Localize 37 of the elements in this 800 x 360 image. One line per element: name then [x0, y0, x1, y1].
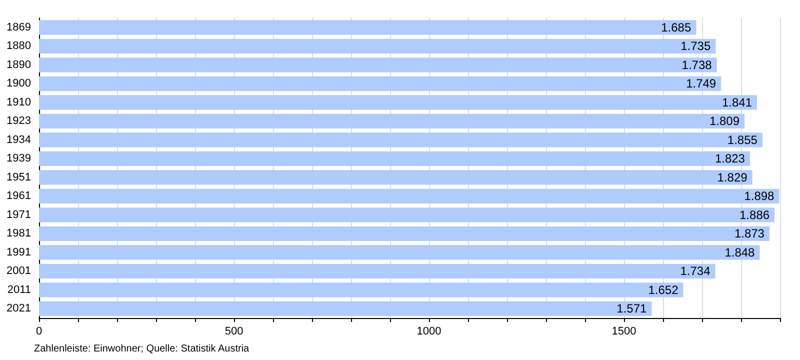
data-label: 1.571 — [616, 302, 648, 316]
y-tick-label: 1934 — [6, 134, 31, 146]
data-label: 1.749 — [686, 76, 716, 91]
data-label: 1.738 — [682, 58, 712, 72]
data-label: 1.652 — [648, 282, 679, 297]
x-tick-label: 1000 — [416, 326, 442, 338]
data-label: 1.841 — [722, 95, 752, 110]
x-tick-label: 500 — [224, 326, 244, 338]
x-tick-label: 0 — [36, 326, 42, 338]
y-tick-label: 2021 — [6, 302, 31, 315]
text: Zahlenleiste: Einwohner; Quelle: Statistik Austria — [34, 344, 250, 354]
y-tick-label: 1910 — [6, 96, 31, 108]
y-tick-label: 1869 — [6, 21, 31, 34]
data-label: 1.848 — [724, 245, 756, 260]
y-tick-label: 2001 — [6, 265, 31, 278]
y-tick-label: 1971 — [6, 208, 31, 221]
y-tick-label: 1880 — [6, 40, 31, 52]
y-tick-label: 1923 — [6, 115, 31, 128]
y-tick-label: 1991 — [6, 246, 31, 258]
data-label: 1.873 — [734, 226, 765, 241]
x-tick-label: 1500 — [612, 326, 636, 338]
data-label: 1.685 — [661, 20, 692, 34]
y-tick-label: 1900 — [6, 78, 31, 90]
data-label: 1.809 — [709, 114, 740, 128]
data-label: 1.735 — [680, 39, 711, 54]
data-label: 1.829 — [717, 170, 748, 184]
y-tick-label: 1951 — [6, 171, 31, 184]
data-label: 1.734 — [680, 264, 711, 278]
data-label: 1.898 — [744, 189, 775, 204]
y-tick-label: 1939 — [6, 152, 31, 165]
y-tick-label: 2011 — [7, 284, 31, 296]
data-label: 1.823 — [714, 152, 746, 166]
y-tick-label: 1961 — [6, 190, 31, 202]
data-label: 1.886 — [740, 208, 770, 222]
y-tick-label: 1890 — [6, 58, 31, 71]
y-tick-label: 1981 — [6, 228, 31, 240]
data-label: 1.855 — [727, 132, 758, 147]
